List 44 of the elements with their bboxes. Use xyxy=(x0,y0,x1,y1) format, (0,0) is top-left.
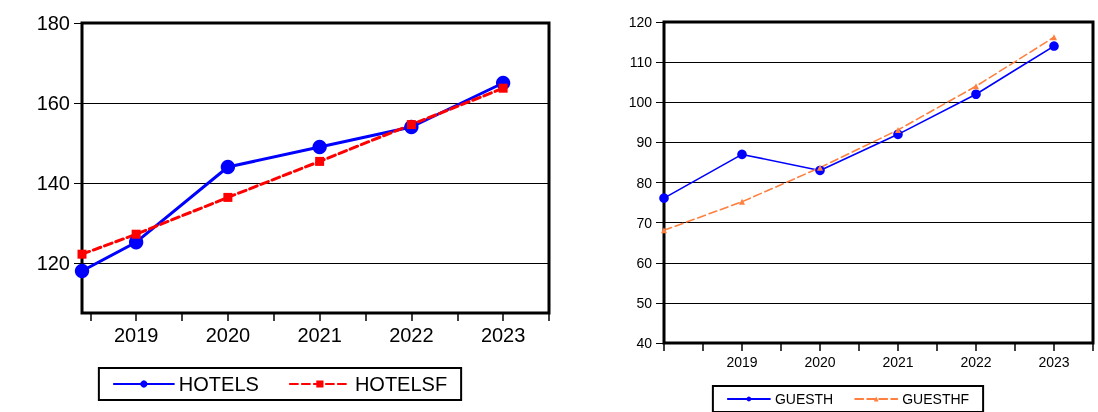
point xyxy=(498,83,508,93)
x-tick-label: 2021 xyxy=(882,354,914,370)
x-tick-label: 2023 xyxy=(1038,354,1070,370)
y-tick-label: 120 xyxy=(36,252,70,274)
y-tick-label: 100 xyxy=(628,94,653,111)
point xyxy=(659,193,669,203)
y-tick-label: 180 xyxy=(36,12,70,34)
point xyxy=(1051,34,1057,41)
point xyxy=(1049,41,1059,51)
y-tick-label: 80 xyxy=(636,174,653,191)
legend-label: HOTELS xyxy=(178,373,259,395)
legend-label: GUESTH xyxy=(774,391,834,407)
point xyxy=(973,83,979,90)
y-tick-label: 140 xyxy=(36,172,70,194)
point xyxy=(817,164,823,171)
y-tick-label: 50 xyxy=(636,294,653,311)
x-tick-label: 2019 xyxy=(726,354,758,370)
point xyxy=(895,126,901,133)
point xyxy=(220,159,236,175)
y-tick-label: 120 xyxy=(628,14,653,30)
point xyxy=(77,249,87,259)
legend-label: HOTELSF xyxy=(354,373,448,395)
y-tick-label: 90 xyxy=(636,134,653,151)
point xyxy=(737,149,747,160)
point xyxy=(315,156,325,166)
point xyxy=(131,229,141,239)
y-tick-label: 110 xyxy=(629,54,653,71)
y-tick-label: 160 xyxy=(36,92,70,114)
point xyxy=(661,227,667,234)
point xyxy=(223,192,233,202)
x-tick-label: 2020 xyxy=(804,354,836,370)
x-tick-label: 2023 xyxy=(480,324,526,346)
x-tick-label: 2022 xyxy=(960,354,992,370)
y-tick-label: 60 xyxy=(636,254,653,271)
x-tick-label: 2019 xyxy=(113,324,159,346)
legend-label: GUESTHF xyxy=(902,391,970,407)
point xyxy=(971,89,981,100)
x-tick-label: 2020 xyxy=(205,324,251,346)
point xyxy=(739,198,745,205)
point xyxy=(312,139,327,155)
y-tick-label: 40 xyxy=(636,335,653,351)
x-tick-label: 2022 xyxy=(389,324,434,346)
y-tick-label: 70 xyxy=(636,214,653,231)
x-tick-label: 2021 xyxy=(297,324,342,346)
